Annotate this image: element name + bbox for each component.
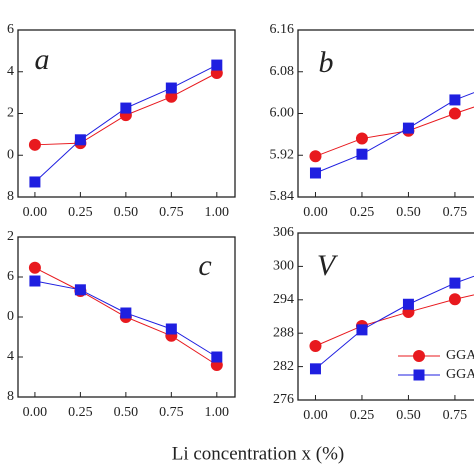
x-tick-label: 0.50 xyxy=(396,205,421,220)
y-tick-label: 0 xyxy=(7,147,14,162)
point xyxy=(28,138,41,151)
y-tick-label: 8 xyxy=(7,189,14,204)
point xyxy=(29,176,41,188)
y-tick-label: 4 xyxy=(7,349,14,364)
panel-label: V xyxy=(317,249,339,282)
point xyxy=(74,134,86,146)
x-tick-label: 0.75 xyxy=(159,205,184,220)
point xyxy=(211,351,223,363)
y-tick-label: 6.08 xyxy=(270,64,295,79)
point xyxy=(355,132,368,145)
y-tick-label: 6.16 xyxy=(270,22,295,37)
y-tick-label: 282 xyxy=(273,359,294,374)
y-tick-label: 6.00 xyxy=(270,106,295,121)
point xyxy=(413,350,425,362)
point xyxy=(448,107,461,120)
y-tick-label: 8 xyxy=(7,389,14,404)
x-axis-label: Li concentration x (%) xyxy=(172,443,345,464)
x-tick-label: 0.00 xyxy=(23,205,48,220)
point xyxy=(28,261,41,274)
y-tick-label: 2 xyxy=(7,229,14,244)
point xyxy=(356,324,368,336)
point xyxy=(413,369,425,381)
point xyxy=(449,277,461,289)
y-tick-label: 0 xyxy=(7,309,14,324)
y-tick-label: 5.92 xyxy=(270,147,295,162)
x-tick-label: 0.50 xyxy=(114,405,139,420)
panel-label: c xyxy=(198,249,211,282)
x-tick-label: 0.75 xyxy=(159,405,184,420)
y-tick-label: 5.84 xyxy=(270,189,295,204)
y-tick-label: 4 xyxy=(7,64,14,79)
plot-frame xyxy=(297,232,474,401)
y-tick-label: 300 xyxy=(273,259,294,274)
point xyxy=(165,90,178,103)
point xyxy=(211,59,223,71)
series-line xyxy=(315,106,474,157)
x-tick-label: 0.25 xyxy=(350,205,375,220)
x-tick-label: 0.75 xyxy=(443,205,468,220)
point xyxy=(402,122,414,134)
point xyxy=(74,284,86,296)
x-tick-label: 1.00 xyxy=(205,405,230,420)
legend-label: GGA xyxy=(446,367,474,382)
panel-label: a xyxy=(35,43,50,76)
point xyxy=(309,150,322,163)
point xyxy=(165,82,177,94)
point xyxy=(120,102,132,114)
point xyxy=(309,167,321,179)
point xyxy=(309,363,321,375)
point xyxy=(402,298,414,310)
point xyxy=(448,293,461,306)
y-tick-label: 276 xyxy=(273,392,294,407)
point xyxy=(309,340,322,353)
x-tick-label: 0.25 xyxy=(68,405,93,420)
x-tick-label: 1.00 xyxy=(205,205,230,220)
y-tick-label: 294 xyxy=(273,292,294,307)
y-tick-label: 2 xyxy=(7,106,14,121)
legend-label: GGA xyxy=(446,348,474,363)
x-tick-label: 0.25 xyxy=(350,408,375,423)
x-tick-label: 0.50 xyxy=(114,205,139,220)
y-tick-label: 6 xyxy=(7,269,14,284)
point xyxy=(449,94,461,106)
x-tick-label: 0.00 xyxy=(303,205,328,220)
point xyxy=(120,307,132,319)
x-tick-label: 0.50 xyxy=(396,408,421,423)
y-tick-label: 306 xyxy=(273,225,294,240)
series-line xyxy=(34,64,218,183)
x-tick-label: 0.25 xyxy=(68,205,93,220)
point xyxy=(165,323,177,335)
point xyxy=(356,148,368,160)
y-tick-label: 6 xyxy=(7,22,14,37)
panel-label: b xyxy=(319,46,334,79)
x-tick-label: 0.00 xyxy=(23,405,48,420)
x-tick-label: 0.00 xyxy=(303,408,328,423)
y-tick-label: 288 xyxy=(273,325,294,340)
point xyxy=(29,275,41,287)
x-tick-label: 0.75 xyxy=(443,408,468,423)
